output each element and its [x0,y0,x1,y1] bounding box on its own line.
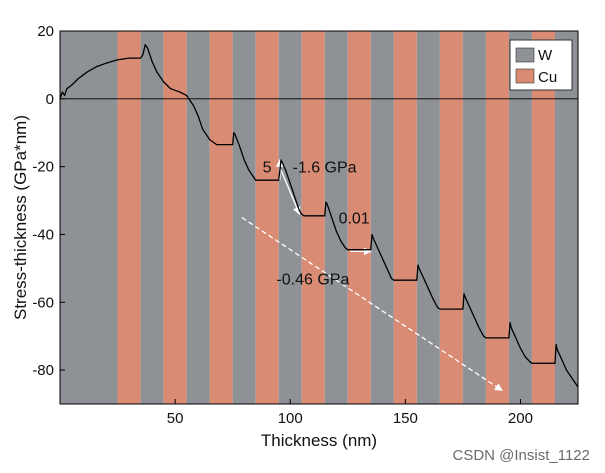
watermark: CSDN @Insist_1122 [452,447,590,464]
y-axis-label: Stress-thickness (GPa*nm) [11,115,30,320]
y-tick-label: 20 [37,23,54,40]
arrow-slope-0-46 [241,216,503,391]
band-cu-9 [301,31,325,404]
x-axis-label: Thickness (nm) [261,431,377,450]
band-w-10 [324,31,348,404]
legend-label-cu: Cu [538,69,557,86]
legend-swatch-cu [515,68,535,84]
band-cu-11 [347,31,371,404]
band-w-8 [278,31,302,404]
band-w-2 [140,31,164,404]
x-tick-label: 100 [278,410,303,427]
band-w-18 [508,31,532,404]
annotations: 5 -1.6 GPa 0.01 -0.46 GPa [263,160,370,289]
legend-label-w: W [538,47,553,64]
band-cu-15 [439,31,463,404]
x-tick-label: 150 [393,410,418,427]
band-cu-13 [393,31,417,404]
band-w-12 [370,31,394,404]
x-tick-label: 50 [167,410,184,427]
band-w-14 [416,31,440,404]
y-tick-label: -60 [32,294,54,311]
annotation-1: -1.6 GPa [293,160,357,177]
band-cu-17 [485,31,509,404]
y-ticks: 20 0 -20 -40 -60 -80 [32,23,65,379]
annotation-2: 0.01 [339,211,370,228]
band-w-0 [60,31,118,404]
band-w-6 [232,31,256,404]
band-w-16 [462,31,486,404]
series-group [59,43,579,388]
material-bands [60,31,578,404]
y-tick-label: 0 [46,91,54,108]
band-w-20 [554,31,578,404]
band-cu-19 [531,31,555,404]
y-tick-label: -80 [32,362,54,379]
series-line-0 [59,43,579,388]
band-cu-5 [209,31,233,404]
plot-frame [59,30,579,405]
arrow-slope-1-6 [280,169,301,216]
y-tick-label: -20 [32,159,54,176]
legend-swatch-w [515,47,535,63]
band-w-4 [186,31,210,404]
x-tick-label: 200 [508,410,533,427]
y-tick-label: -40 [32,226,54,243]
legend: W Cu [509,39,573,91]
band-cu-3 [163,31,187,404]
band-cu-1 [117,31,141,404]
band-cu-7 [255,31,279,404]
annotation-3: -0.46 GPa [276,272,349,289]
x-ticks: 50 100 150 200 [167,399,533,427]
annotation-0: 5 [263,160,272,177]
